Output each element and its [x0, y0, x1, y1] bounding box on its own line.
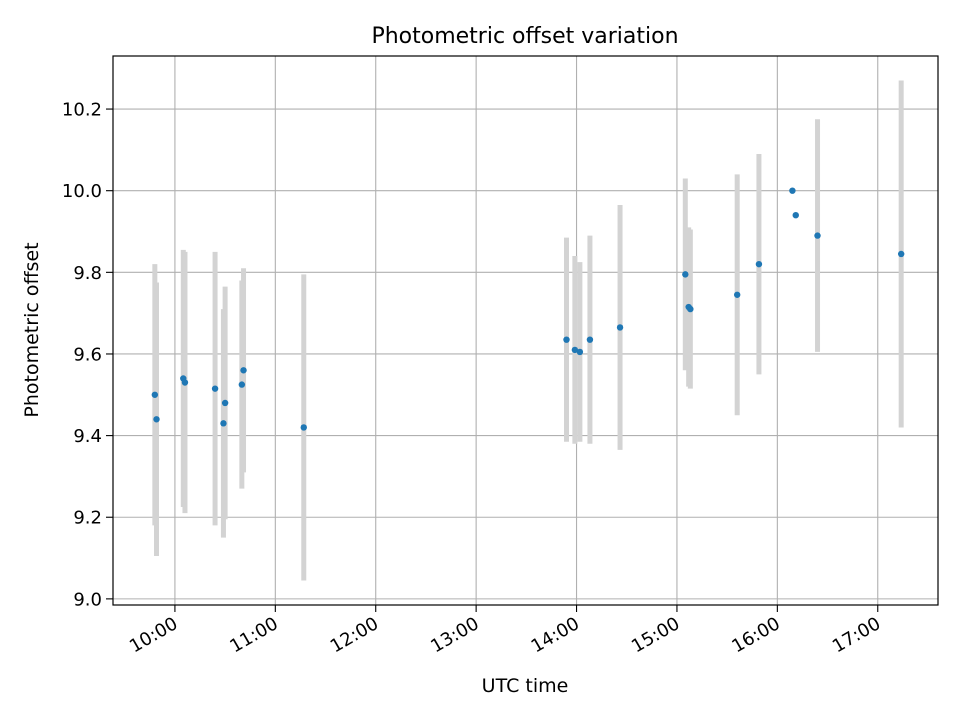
data-point	[181, 379, 189, 386]
data-point	[576, 348, 584, 356]
data-point	[586, 336, 594, 343]
data-point	[571, 346, 579, 354]
data-point	[682, 271, 689, 278]
data-point	[563, 336, 570, 343]
data-point	[153, 416, 160, 423]
y-tick-label: 9.2	[73, 508, 102, 529]
data-point	[733, 291, 741, 298]
y-tick-label: 9.0	[73, 589, 102, 610]
data-point	[789, 187, 796, 194]
data-point	[792, 211, 799, 219]
data-point	[240, 367, 247, 374]
data-point	[755, 260, 763, 268]
data-point	[221, 399, 229, 407]
y-tick-label: 9.8	[73, 263, 102, 284]
data-point	[814, 232, 821, 239]
data-point	[687, 305, 694, 313]
chart-title: Photometric offset variation	[371, 24, 678, 49]
data-point	[897, 250, 905, 258]
data-point	[211, 385, 219, 392]
data-point	[151, 391, 159, 398]
y-tick-label: 9.6	[73, 344, 102, 365]
plot-frame	[112, 55, 939, 606]
y-tick-label: 10.0	[62, 181, 102, 202]
data-points	[151, 187, 905, 431]
data-point	[616, 324, 624, 331]
data-point	[220, 420, 227, 427]
data-point	[300, 424, 307, 431]
data-point	[238, 381, 246, 388]
y-tick-label: 10.2	[62, 100, 102, 121]
y-tick-label: 9.4	[73, 426, 102, 447]
y-axis-ticks: 9.0 9.2 9.4 9.6 9.8 10.0 10.2	[62, 100, 113, 610]
x-axis-label: UTC time	[482, 675, 569, 697]
y-axis-label: Photometric offset	[21, 242, 43, 417]
